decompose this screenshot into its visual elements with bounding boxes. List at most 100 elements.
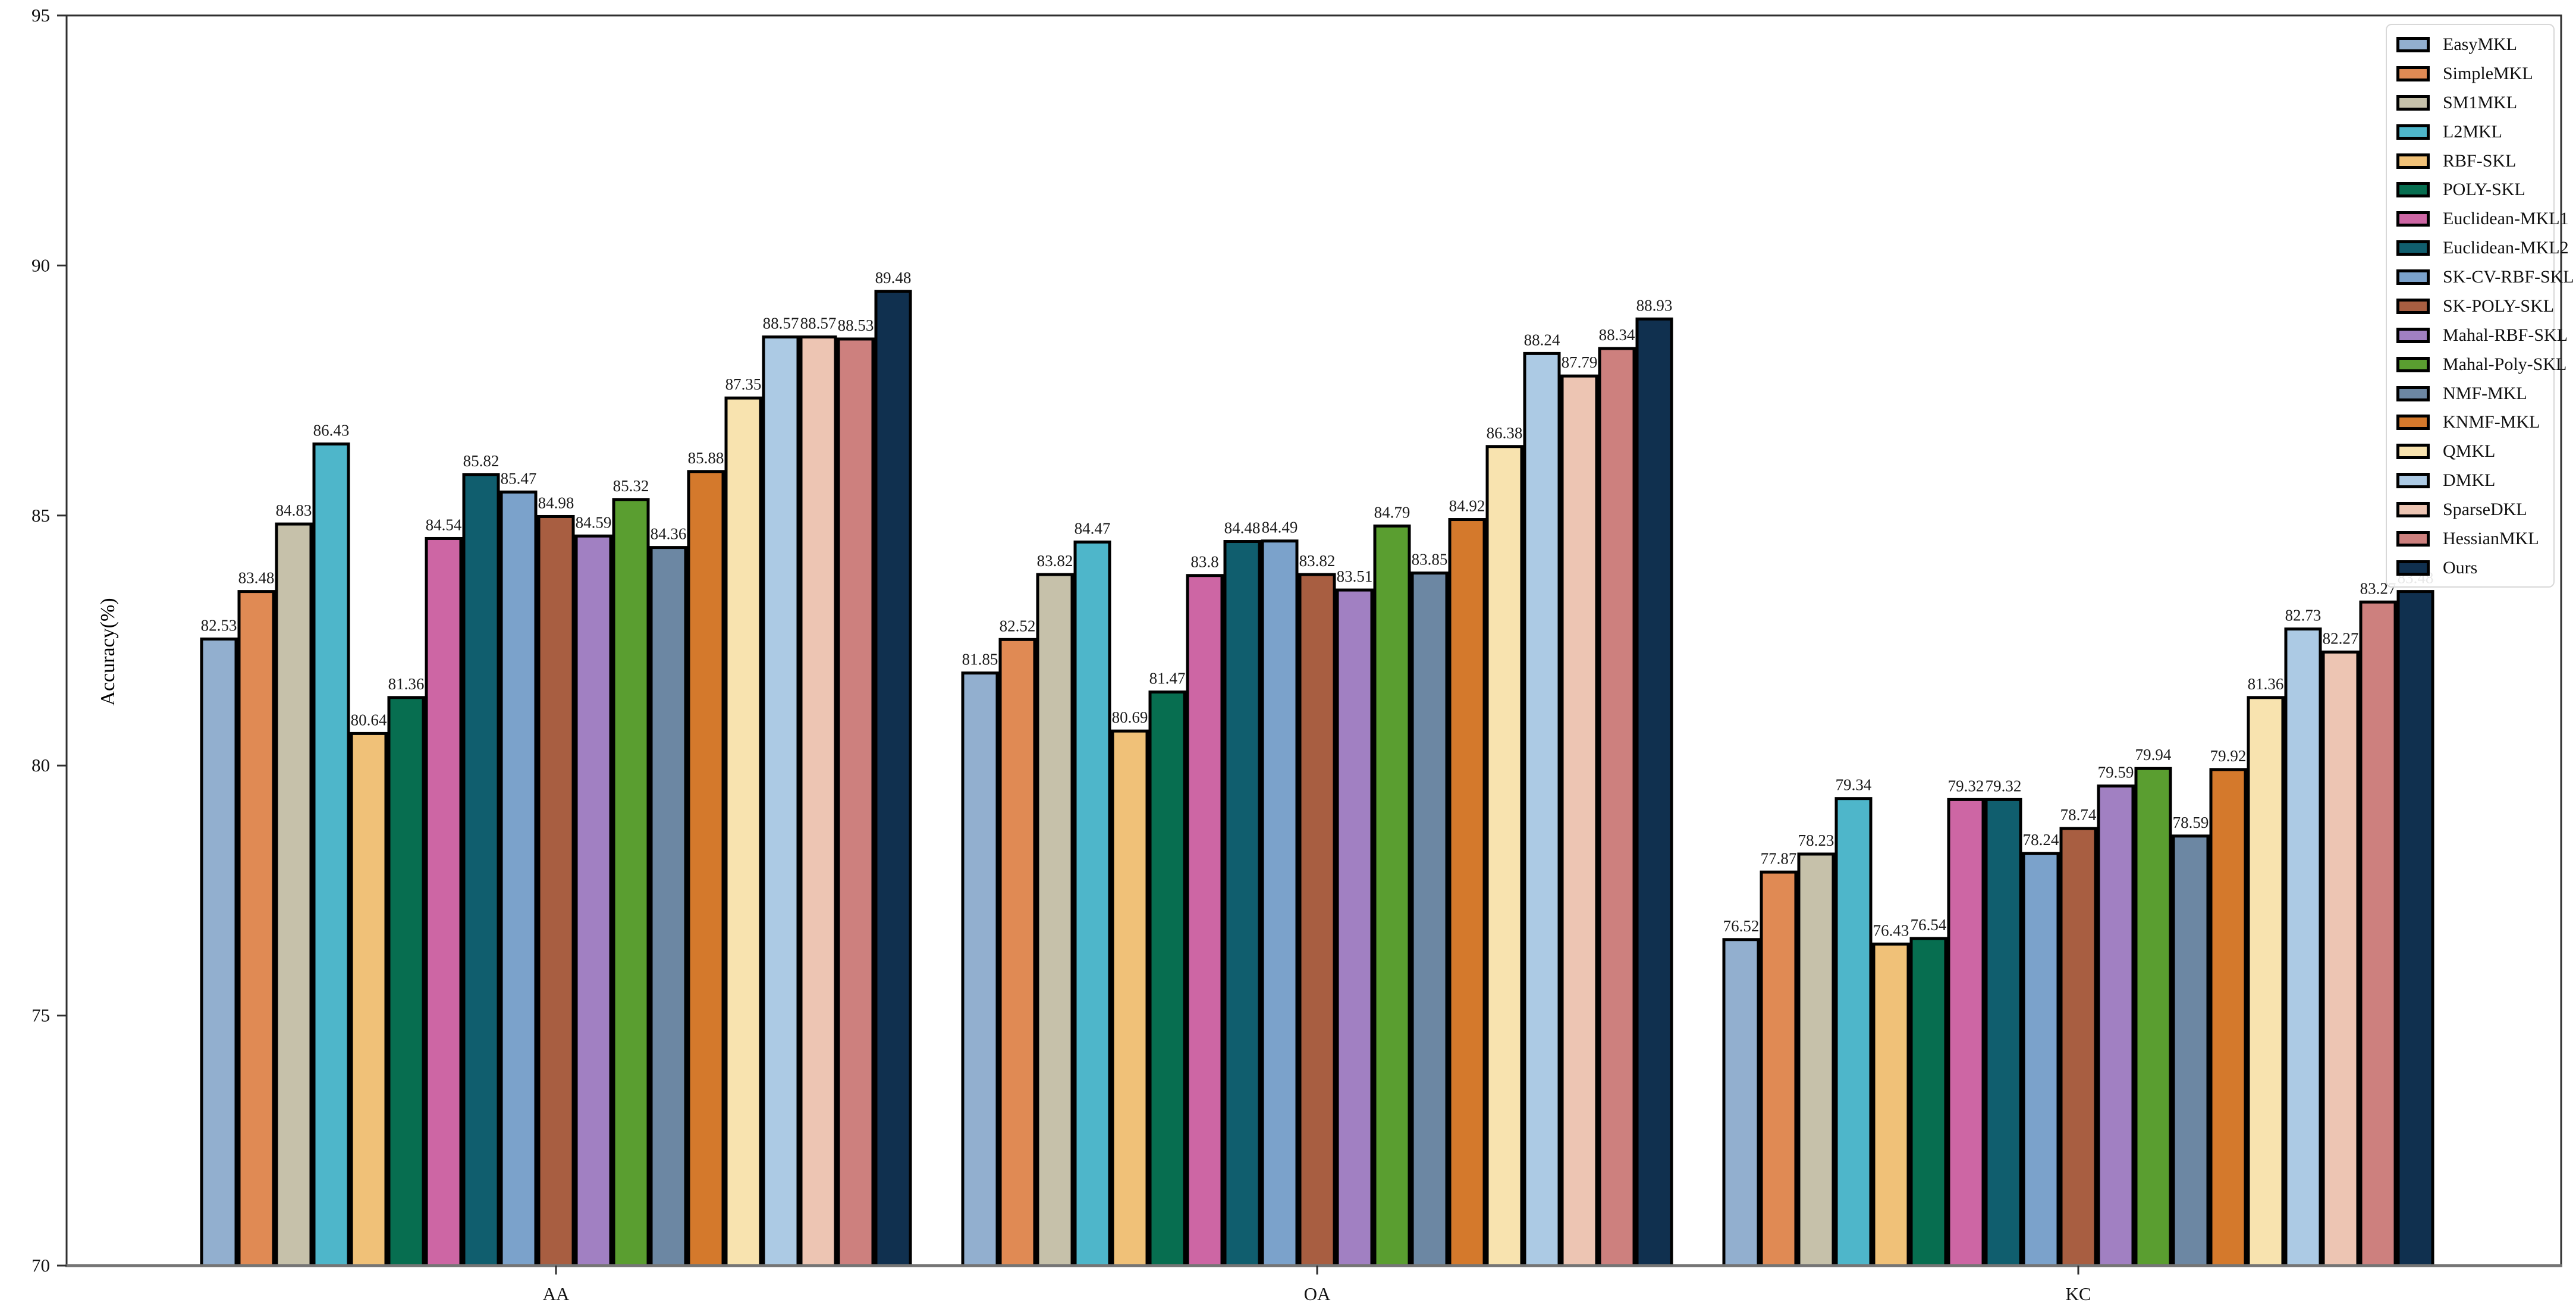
y-tick-label: 95 (32, 5, 50, 26)
legend-item: SparseDKL (2396, 500, 2545, 520)
bar (2396, 590, 2434, 1267)
bar (537, 514, 575, 1267)
legend-item: Euclidean-MKL2 (2396, 238, 2569, 258)
legend-swatch (2396, 530, 2430, 547)
bar-value-label: 87.35 (725, 375, 762, 393)
bar-value-label: 81.47 (1149, 670, 1186, 688)
bar (1448, 518, 1486, 1267)
legend-swatch (2396, 153, 2430, 169)
bar (1261, 539, 1299, 1267)
bar-value-label: 85.47 (501, 469, 537, 487)
bar (500, 490, 538, 1267)
bar (1947, 798, 1985, 1267)
legend: EasyMKL SimpleMKL SM1MKL L2MKL RBF-SKL POLY-S… (2386, 24, 2574, 588)
y-axis-label: Accuracy(%) (97, 598, 119, 706)
bar-value-label: 88.93 (1636, 296, 1673, 314)
bar (1336, 588, 1374, 1267)
bar (1036, 573, 1074, 1267)
bar (1073, 540, 1111, 1267)
bar (1872, 942, 1910, 1267)
legend-item: DMKL (2396, 470, 2545, 491)
bar-value-label: 84.83 (276, 501, 312, 519)
bar-value-label: 81.36 (388, 675, 425, 693)
bar-value-label: 80.64 (351, 711, 387, 729)
bar (1560, 374, 1598, 1267)
bar-value-label: 86.43 (313, 422, 350, 440)
bar-value-label: 79.32 (1986, 777, 2022, 795)
legend-item: RBF-SKL (2396, 151, 2545, 171)
legend-swatch (2396, 356, 2430, 372)
legend-swatch (2396, 502, 2430, 517)
bar-value-label: 84.36 (651, 525, 687, 543)
legend-item-label: Euclidean-MKL2 (2443, 238, 2569, 258)
bar-value-label: 86.38 (1487, 424, 1523, 442)
legend-item: Mahal-RBF-SKL (2396, 325, 2568, 346)
bar (2059, 827, 2097, 1267)
legend-item-label: Mahal-Poly-SKL (2443, 354, 2567, 374)
bar (574, 534, 612, 1267)
legend-item: SimpleMKL (2396, 64, 2545, 84)
bar (1373, 524, 1411, 1267)
bar-value-label: 80.69 (1112, 708, 1148, 726)
bar-value-label: 85.32 (613, 477, 649, 495)
legend-item-label: KNMF-MKL (2443, 412, 2540, 432)
legend-item-label: L2MKL (2443, 121, 2502, 142)
legend-item: SM1MKL (2396, 93, 2545, 113)
bar-value-label: 79.94 (2135, 746, 2172, 764)
bar-value-label: 84.79 (1374, 503, 1410, 521)
legend-item-label: Ours (2443, 557, 2478, 577)
bar-value-label: 84.47 (1075, 519, 1111, 537)
bar (350, 732, 388, 1267)
bar-value-label: 83.51 (1337, 567, 1373, 585)
bar (462, 473, 500, 1267)
bar (1635, 317, 1673, 1267)
legend-item-label: SK-CV-RBF-SKL (2443, 267, 2574, 287)
bar (2022, 852, 2060, 1267)
legend-item: QMKL (2396, 441, 2545, 462)
y-tick-label: 75 (32, 1005, 50, 1026)
bar-value-label: 83.85 (1412, 550, 1448, 568)
bar (1186, 574, 1224, 1267)
bar-value-label: 83.48 (238, 569, 275, 587)
legend-swatch (2396, 327, 2430, 343)
bar-value-label: 78.23 (1798, 831, 1834, 849)
bar (2284, 627, 2322, 1267)
bar-value-label: 88.34 (1599, 326, 1635, 344)
bar-value-label: 88.53 (838, 316, 874, 334)
bar (799, 335, 837, 1267)
bar-value-label: 84.98 (538, 494, 574, 511)
bar (762, 335, 800, 1267)
legend-item-label: SparseDKL (2443, 500, 2527, 519)
legend-item-label: HessianMKL (2443, 528, 2539, 548)
bar-value-label: 81.85 (962, 651, 998, 668)
bar-value-label: 78.59 (2173, 814, 2209, 831)
x-tick-label: KC (2065, 1283, 2091, 1304)
legend-item: NMF-MKL (2396, 384, 2545, 404)
bar-value-label: 79.34 (1836, 776, 1872, 794)
bar (387, 696, 425, 1267)
x-tick-label: OA (1304, 1283, 1331, 1304)
legend-item-label: POLY-SKL (2443, 180, 2525, 200)
legend-item-label: NMF-MKL (2443, 383, 2527, 403)
bar (1298, 573, 1336, 1267)
legend-swatch (2396, 444, 2430, 460)
bar (612, 498, 650, 1267)
bar (312, 442, 350, 1267)
legend-swatch (2396, 124, 2430, 140)
bar (724, 396, 762, 1267)
legend-item: POLY-SKL (2396, 180, 2545, 200)
bar-value-label: 83.8 (1190, 553, 1218, 571)
bar-value-label: 76.43 (1873, 921, 1909, 939)
bar-value-label: 79.92 (2210, 747, 2247, 765)
legend-item-label: Mahal-RBF-SKL (2443, 325, 2568, 345)
legend-item-label: EasyMKL (2443, 34, 2517, 54)
y-tick-label: 90 (32, 255, 50, 275)
bar (649, 546, 687, 1267)
bar (1909, 937, 1947, 1267)
bar (837, 337, 875, 1267)
bar-value-label: 76.54 (1911, 916, 1947, 934)
bar-value-label: 83.82 (1299, 552, 1336, 570)
legend-swatch (2396, 269, 2430, 285)
